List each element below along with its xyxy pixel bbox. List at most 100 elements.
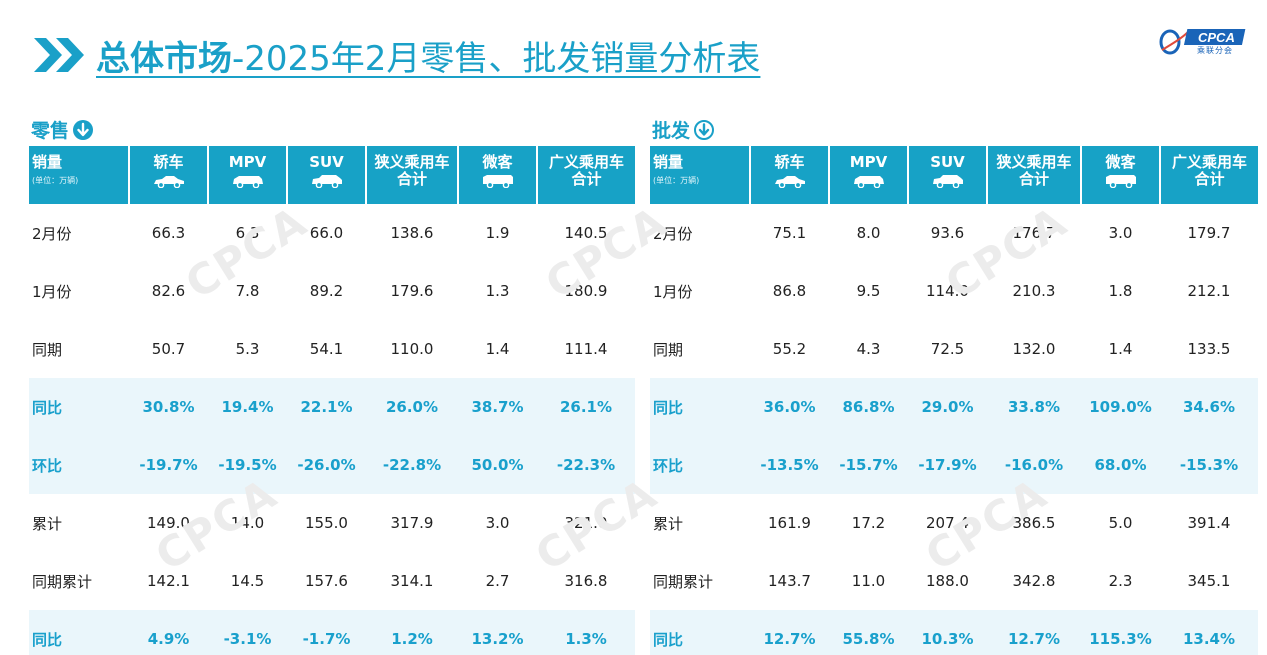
table-cell: 33.8% [987,378,1081,436]
table-row: 同比 12.7% 55.8% 10.3% 12.7% 115.3% 13.4% [650,610,1258,655]
table-cell: 316.8 [564,572,608,590]
table-row: 累计 161.9 17.2 207.4 386.5 5.0 391.4 [650,494,1258,552]
table-cell: 13.4% [1160,610,1258,655]
table-cell: 36.0% [750,378,829,436]
table-cell: 93.6 [930,224,965,242]
table-cell: -1.7% [287,610,366,655]
table-cell: 82.6 [151,282,186,300]
table-cell: 157.6 [305,572,348,590]
table-cell: 386.5 [1012,514,1056,532]
table-cell: 11.0 [851,572,886,590]
minivan-icon [1105,175,1136,188]
sedan-icon [153,176,184,188]
row-label: 同期 [653,340,684,359]
unit-label: (单位：万辆) [653,176,700,185]
column-header-label-line2: 合计 [396,170,427,188]
cpca-logo: CPCA [1159,29,1246,55]
table-cell: -26.0% [287,436,366,494]
table-cell: 26.0% [366,378,458,436]
table-cell: 140.5 [564,224,608,242]
table-row: 同期累计 143.7 11.0 188.0 342.8 2.3 345.1 [650,552,1258,610]
table-cell: 2.7 [485,572,510,590]
table-cell: 345.1 [1187,572,1231,590]
table-cell: -22.3% [537,436,635,494]
table-cell: 109.0% [1081,378,1160,436]
column-header-label: 广义乘用车 [1171,153,1247,171]
table-cell: 1.3 [485,282,510,300]
column-header: 狭义乘用车 合计 [987,146,1082,204]
table-cell: 8.0 [856,224,881,242]
table-cell: 149.0 [147,514,190,532]
table-cell: 110.0 [390,340,434,358]
table-cell: 180.9 [564,282,608,300]
row-label: 2月份 [653,224,693,243]
table-row: 环比 -13.5% -15.7% -17.9% -16.0% 68.0% -15.3% [650,436,1258,494]
row-label: 1月份 [32,282,72,301]
table-cell: 176.7 [1012,224,1056,242]
table-cell: 179.7 [1187,224,1231,242]
retail-section-label: 零售 [31,116,94,143]
table-cell: 72.5 [930,340,965,358]
table-cell: 1.9 [485,224,510,242]
table-row: 2月份 75.1 8.0 93.6 176.7 3.0 179.7 [650,204,1258,262]
table-cell: -19.5% [208,436,287,494]
table-cell: 13.2% [458,610,537,655]
table-cell: 2.3 [1108,572,1133,590]
table-cell: -16.0% [987,436,1081,494]
table-cell: 3.0 [485,514,510,532]
table-cell: 342.8 [1012,572,1056,590]
down-arrow-circle-icon [694,119,715,140]
table-cell: 50.0% [458,436,537,494]
header-row: 销量 (单位：万辆) 轿车 MPV SUV 狭义乘用车 合计 微客 广义乘用车 合计 [650,146,1258,204]
table-cell: 321.0 [564,514,608,532]
table-cell: 142.1 [147,572,190,590]
table-row: 同期 50.7 5.3 54.1 110.0 1.4 111.4 [29,320,635,378]
table-cell: 5.0 [1108,514,1133,532]
table-cell: -17.9% [908,436,987,494]
column-header-label: 轿车 [153,153,184,171]
table-cell: 30.8% [129,378,208,436]
table-cell: 7.8 [235,282,260,300]
table-row: 同比 36.0% 86.8% 29.0% 33.8% 109.0% 34.6% [650,378,1258,436]
row-label: 同比 [29,378,129,436]
table-cell: 4.9% [129,610,208,655]
table-cell: 55.2 [772,340,807,358]
column-header-label: SUV [309,153,344,171]
table-cell: 115.3% [1081,610,1160,655]
column-header-label: MPV [228,153,267,171]
column-header: MPV [829,146,909,204]
unit-label: (单位：万辆) [32,176,79,185]
table-cell: 6.3 [235,224,260,242]
row-label: 同比 [29,610,129,655]
table-row: 同比 30.8% 19.4% 22.1% 26.0% 38.7% 26.1% [29,378,635,436]
table-cell: 19.4% [208,378,287,436]
double-chevron-icon [34,38,84,72]
column-header: 微客 [1081,146,1161,204]
corner-header: 销量 (单位：万辆) [650,146,751,204]
retail-table: 销量 (单位：万辆) 轿车 MPV SUV 狭义乘用车 合计 微客 广义乘用车 合计 2月份 66.3… [29,146,635,655]
table-cell: 86.8% [829,378,908,436]
row-label: 1月份 [653,282,693,301]
column-header: 广义乘用车 合计 [1160,146,1258,204]
table-row: 同比 4.9% -3.1% -1.7% 1.2% 13.2% 1.3% [29,610,635,655]
page-title: 总体市场-2025年2月零售、批发销量分析表 [96,38,761,79]
table-cell: 3.0 [1108,224,1133,242]
table-cell: 54.1 [309,340,344,358]
table-cell: 155.0 [305,514,348,532]
column-header-label-line2: 合计 [571,170,602,188]
table-cell: 9.5 [856,282,881,300]
table-cell: 179.6 [390,282,434,300]
table-row: 累计 149.0 14.0 155.0 317.9 3.0 321.0 [29,494,635,552]
row-label: 同期累计 [32,572,93,591]
column-header-label-line2: 合计 [1018,170,1049,188]
column-header-label: 狭义乘用车 [996,153,1072,171]
table-cell: 14.0 [230,514,265,532]
row-label: 同比 [650,610,750,655]
column-header: 广义乘用车 合计 [537,146,635,204]
column-header: MPV [208,146,288,204]
corner-header: 销量 (单位：万辆) [29,146,130,204]
table-row: 1月份 82.6 7.8 89.2 179.6 1.3 180.9 [29,262,635,320]
corner-label: 销量 [653,153,684,171]
table-cell: -22.8% [366,436,458,494]
table-cell: 161.9 [768,514,811,532]
